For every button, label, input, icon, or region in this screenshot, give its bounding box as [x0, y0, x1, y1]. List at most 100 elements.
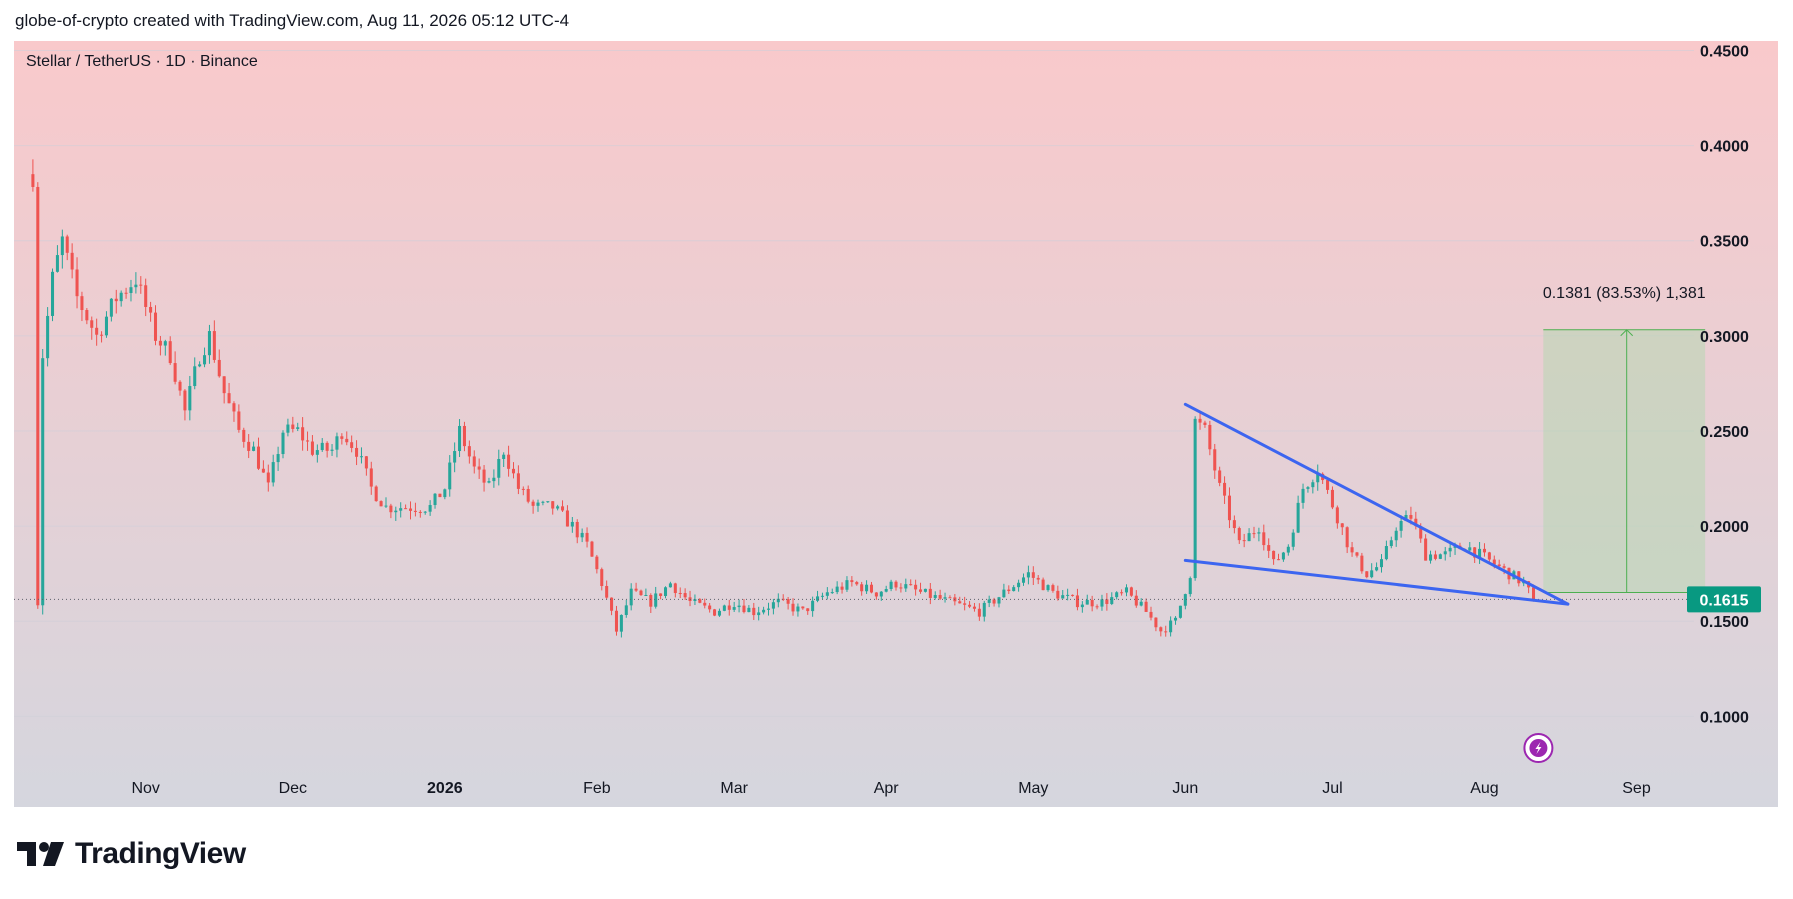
candle-down — [158, 340, 162, 346]
wedge-upper-line[interactable] — [1183, 402, 1570, 606]
candle-up — [1399, 521, 1403, 531]
tradingview-wordmark: TradingView — [75, 837, 246, 870]
candle-down — [918, 589, 923, 592]
candle-up — [1389, 540, 1393, 547]
price-axis[interactable]: 0.1000 0.1500 0.2000 0.2500 0.3000 0.3500 0.40… — [1687, 44, 1761, 727]
time-axis[interactable]: Nov Dec 2026 Feb Mar Apr May Jun Jul Aug Sep — [131, 780, 1650, 797]
candle-down — [1355, 552, 1359, 556]
candle-down — [840, 586, 844, 590]
candle-up — [448, 462, 452, 490]
candle-down — [727, 605, 731, 610]
drawing-overlays[interactable]: 0.1381 (83.53%) 1,381 — [14, 285, 1706, 763]
candle-down — [928, 588, 932, 598]
candle-down — [1414, 518, 1418, 527]
candle-up — [776, 598, 780, 603]
candle-down — [963, 603, 967, 605]
candle-down — [659, 593, 663, 597]
candle-down — [860, 584, 864, 592]
candle-up — [60, 236, 64, 256]
candle-down — [605, 585, 609, 598]
candle-up — [1370, 570, 1374, 578]
candle-up — [1124, 587, 1129, 593]
candle-down — [610, 597, 614, 611]
x-tick-label: Mar — [720, 780, 748, 797]
candle-up — [830, 592, 834, 594]
candle-down — [242, 429, 246, 442]
candle-down — [369, 468, 373, 487]
candle-down — [806, 608, 810, 612]
candle-down — [1267, 545, 1271, 551]
candle-up — [104, 316, 108, 336]
candle-up — [1178, 605, 1182, 618]
candle-up — [330, 449, 334, 451]
candle-down — [222, 376, 226, 394]
candle-up — [433, 493, 437, 506]
candle-down — [1213, 449, 1217, 471]
candle-down — [683, 593, 687, 598]
candle-up — [453, 451, 457, 463]
candle-down — [482, 469, 486, 483]
candle-down — [531, 501, 535, 506]
candle-up — [835, 586, 839, 593]
candle-up — [987, 599, 991, 603]
candle-down — [1095, 606, 1099, 608]
candle-down — [232, 403, 236, 412]
candle-down — [80, 296, 84, 311]
x-tick-label: Jun — [1172, 780, 1198, 797]
candle-up — [1100, 599, 1104, 607]
candle-up — [50, 271, 55, 316]
candle-down — [781, 598, 785, 600]
candle-up — [1291, 532, 1295, 547]
candle-down — [742, 605, 746, 613]
candle-down — [1105, 599, 1109, 604]
candle-up — [129, 287, 133, 293]
last-price-label: 0.1615 — [1700, 592, 1749, 609]
price-range-box[interactable] — [1543, 329, 1706, 593]
candle-up — [546, 501, 550, 503]
candle-down — [1071, 594, 1075, 596]
chart-header-caption: globe-of-crypto created with TradingView… — [15, 11, 570, 30]
candle-down — [1134, 595, 1138, 606]
price-chart[interactable]: 0.1381 (83.53%) 1,381 0.1000 0.1500 0.2000… — [14, 41, 1778, 807]
candle-up — [663, 587, 668, 597]
candle-down — [1159, 627, 1163, 632]
candle-down — [894, 581, 898, 588]
candle-up — [1169, 620, 1173, 633]
candle-down — [65, 236, 69, 253]
candle-down — [1340, 523, 1344, 528]
candle-up — [1193, 418, 1197, 579]
candle-up — [1478, 548, 1482, 558]
candle-down — [477, 466, 481, 470]
candle-up — [1188, 578, 1192, 595]
candle-up — [943, 597, 947, 599]
candle-down — [261, 468, 265, 473]
tradingview-logo[interactable]: TradingView — [17, 834, 246, 874]
candle-up — [923, 588, 927, 592]
candle-down — [178, 381, 182, 391]
candle-down — [713, 609, 717, 616]
candle-down — [1129, 587, 1133, 596]
candle-up — [252, 446, 256, 451]
candle-down — [1487, 552, 1491, 560]
lightning-alert-icon[interactable] — [1523, 733, 1554, 763]
candle-down — [1075, 595, 1079, 608]
candle-up — [889, 581, 893, 590]
candle-up — [619, 614, 623, 632]
candle-up — [320, 442, 324, 451]
candle-down — [850, 580, 854, 583]
wedge-lower-line[interactable] — [1183, 558, 1570, 606]
candle-up — [296, 427, 300, 429]
candle-down — [1276, 559, 1281, 561]
candle-down — [467, 446, 471, 457]
candle-up — [487, 481, 491, 483]
candle-down — [914, 584, 918, 590]
chart-svg[interactable]: 0.1381 (83.53%) 1,381 0.1000 0.1500 0.2000… — [14, 41, 1778, 807]
candle-down — [1365, 571, 1369, 578]
grid-lines — [14, 50, 1694, 717]
x-tick-label: Feb — [583, 780, 611, 797]
candle-down — [1424, 538, 1428, 561]
candle-down — [379, 501, 383, 507]
candle-down — [1198, 418, 1202, 423]
candle-up — [1026, 572, 1030, 578]
candle-up — [668, 583, 672, 588]
